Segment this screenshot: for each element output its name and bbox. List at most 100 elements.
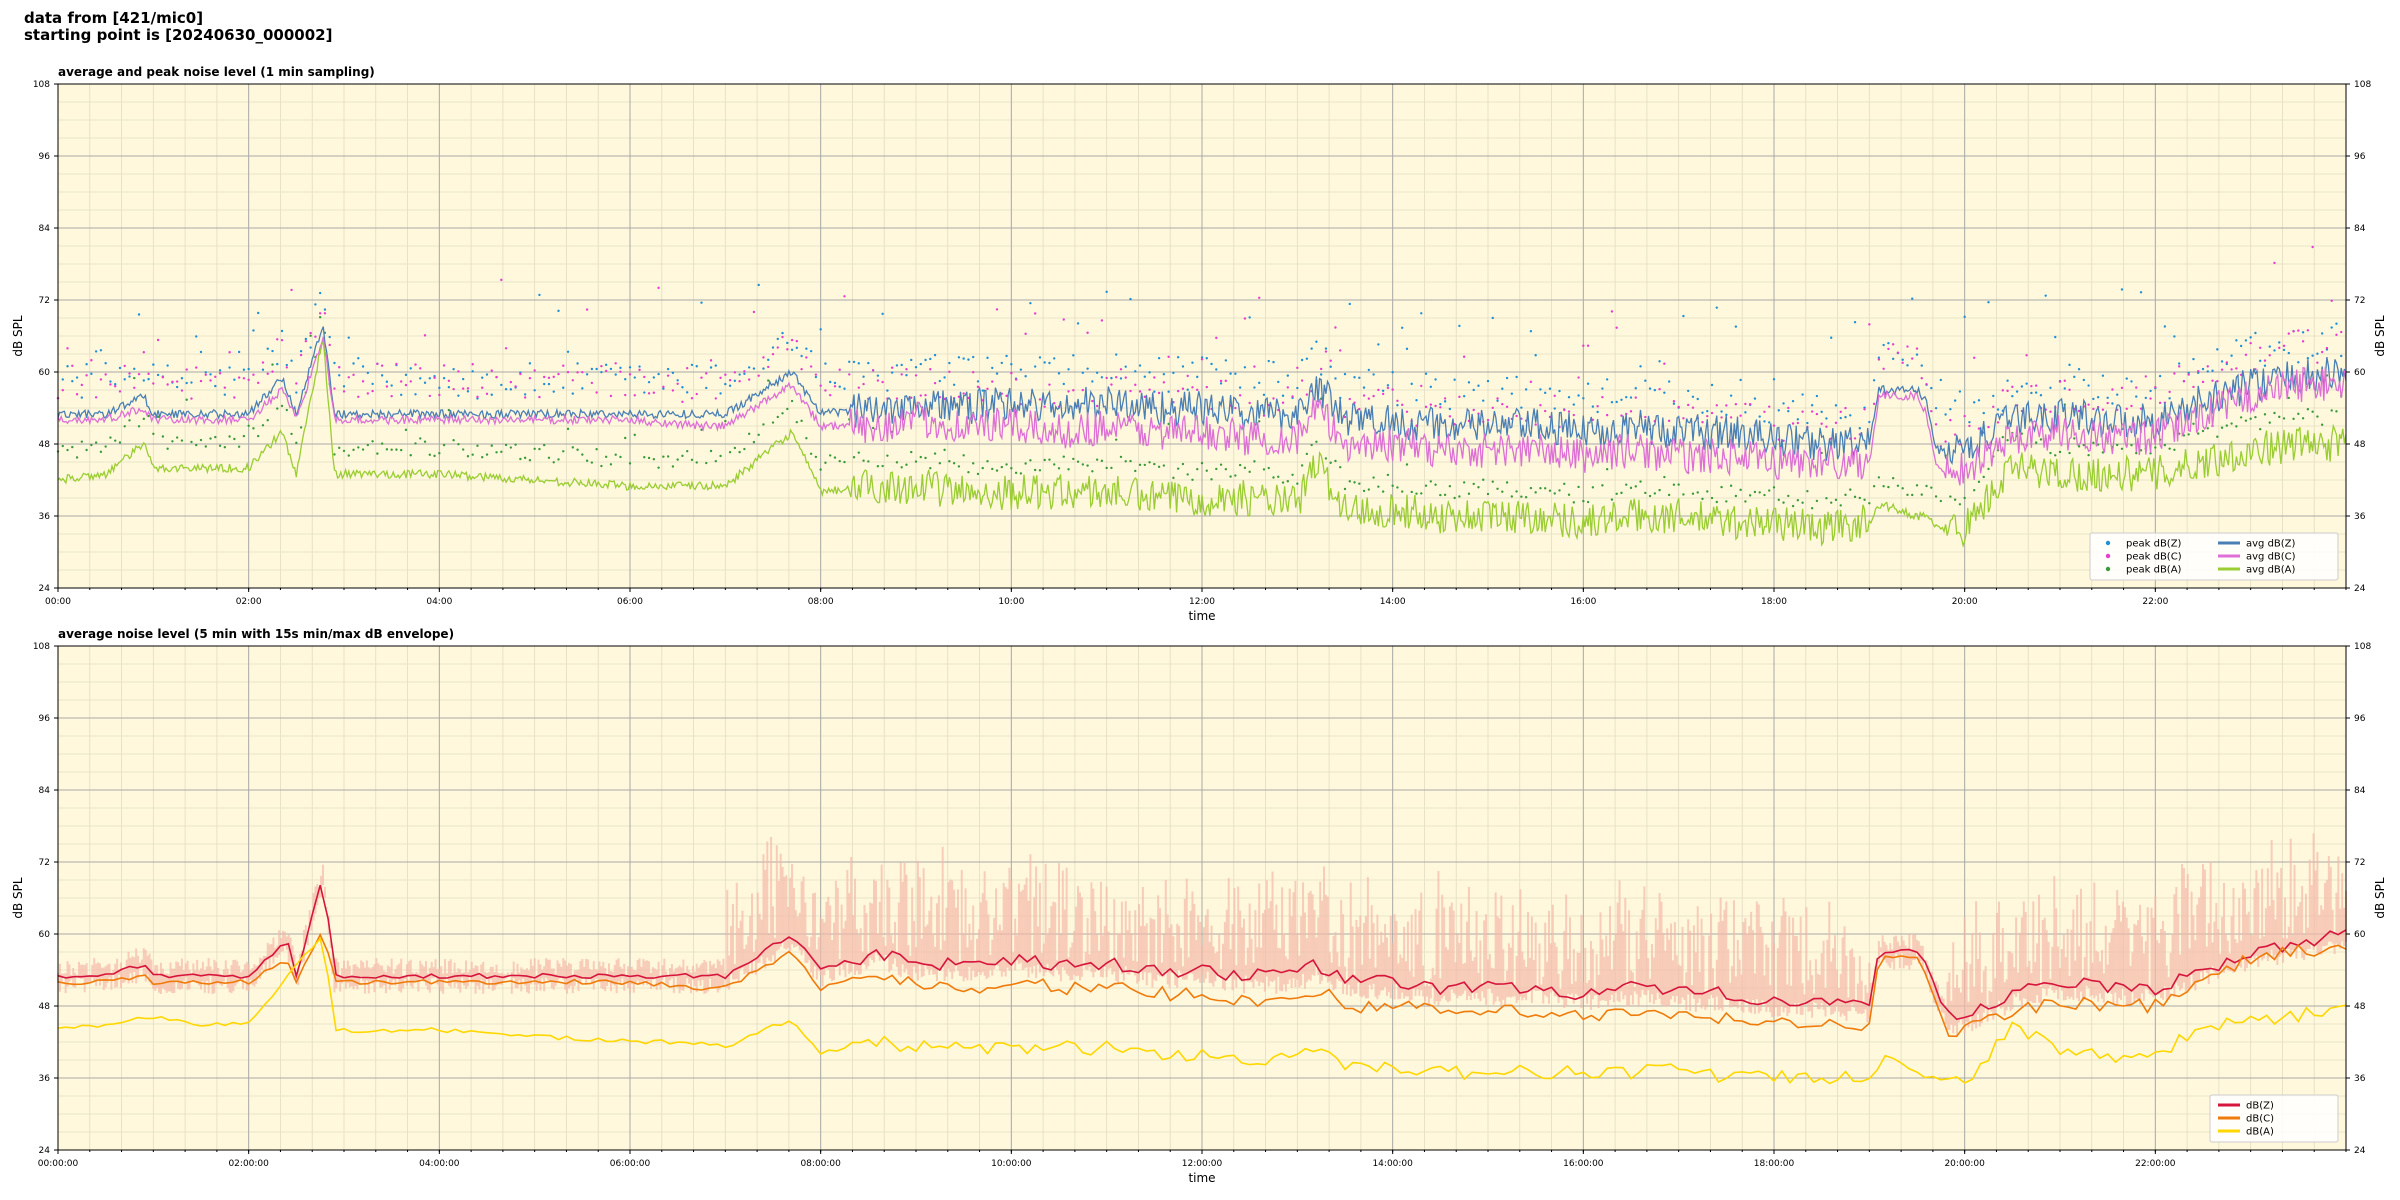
peak-dot [781,331,784,335]
peak-dot [638,365,641,368]
peak-dot [543,382,546,386]
peak-dot [1891,476,1895,480]
peak-dot [438,393,441,397]
peak-dot [786,341,789,345]
peak-dot [619,455,622,459]
peak-dot [2111,388,2114,391]
peak-dot [1305,393,1309,396]
peak-dot [1658,387,1661,391]
chart-title: average and peak noise level (1 min samp… [58,65,375,79]
peak-dot [1725,413,1728,417]
peak-dot [1196,388,1199,392]
peak-dot [228,366,231,369]
peak-dot [1129,459,1132,463]
peak-dot [690,458,694,462]
peak-dot [1095,404,1099,408]
peak-dot [1215,368,1218,371]
peak-dot [1973,401,1976,404]
peak-dot [1377,343,1380,346]
peak-dot [2144,375,2147,378]
peak-dot [890,366,894,369]
peak-dot [657,286,660,290]
peak-dot [166,447,169,450]
y-tick-label-right: 108 [2354,642,2371,652]
legend-label: dB(C) [2246,1114,2274,1125]
peak-dot [1391,371,1394,374]
peak-dot [2320,423,2324,426]
peak-dot [738,379,741,383]
peak-dot [1010,371,1013,375]
peak-dot [2192,357,2195,361]
peak-dot [1620,491,1623,495]
peak-dot [1691,395,1695,398]
peak-dot [1701,411,1704,414]
peak-dot [1934,423,1938,426]
y-tick-label-right: 36 [2354,512,2366,522]
peak-dot [466,390,470,393]
peak-dot [1763,420,1766,423]
peak-dot [1772,424,1776,427]
peak-dot [1849,488,1852,491]
peak-dot [576,362,579,365]
y-tick-label: 24 [39,584,51,594]
peak-dot [395,448,398,451]
peak-dot [419,367,422,370]
peak-dot [133,367,136,371]
peak-dot [233,378,236,381]
peak-dot [75,376,79,379]
peak-dot [1367,488,1371,491]
peak-dot [1191,361,1194,364]
peak-dot [1038,356,1042,359]
peak-dot [1744,500,1747,503]
peak-dot [1124,376,1127,379]
peak-dot [142,417,145,421]
peak-dot [795,420,799,424]
peak-dot [2168,447,2171,450]
peak-dot [1110,383,1113,386]
peak-dot [1510,392,1514,395]
x-tick-label: 12:00:00 [1182,1159,1223,1169]
peak-dot [1973,489,1976,492]
peak-dot [1286,386,1290,389]
peak-dot [304,339,308,343]
peak-dot [2211,369,2214,372]
peak-dot [1834,421,1838,425]
peak-dot [1472,482,1475,486]
x-tick-label: 04:00:00 [419,1159,460,1169]
peak-dot [2206,370,2209,373]
peak-dot [409,380,412,383]
peak-dot [242,368,246,371]
peak-dot [628,373,632,376]
peak-dot [1858,427,1862,430]
peak-dot [1434,378,1437,381]
peak-dot [1715,500,1719,504]
peak-dot [543,375,546,379]
peak-dot [624,436,627,440]
peak-dot [628,462,632,465]
peak-dot [771,421,775,424]
peak-dot [1210,362,1213,366]
peak-dot [938,461,942,465]
peak-dot [2106,401,2109,405]
peak-dot [1172,371,1175,375]
peak-dot [1138,390,1142,393]
peak-dot [476,397,479,400]
peak-dot [976,472,980,476]
peak-dot [833,385,837,388]
peak-dot [1229,475,1232,478]
peak-dot [1539,404,1542,407]
peak-dot [662,455,665,458]
x-tick-label: 10:00 [998,597,1024,607]
peak-dot [309,331,312,335]
peak-dot [1968,420,1971,424]
peak-dot [1596,405,1599,408]
peak-dot [1872,379,1876,382]
peak-dot [1358,376,1361,379]
peak-dot [180,389,184,392]
peak-dot [733,371,737,374]
peak-dot [1572,413,1576,417]
peak-dot [1334,377,1337,380]
peak-dot [533,447,536,451]
legend-label: peak dB(A) [2126,565,2182,576]
peak-dot [1796,418,1800,421]
